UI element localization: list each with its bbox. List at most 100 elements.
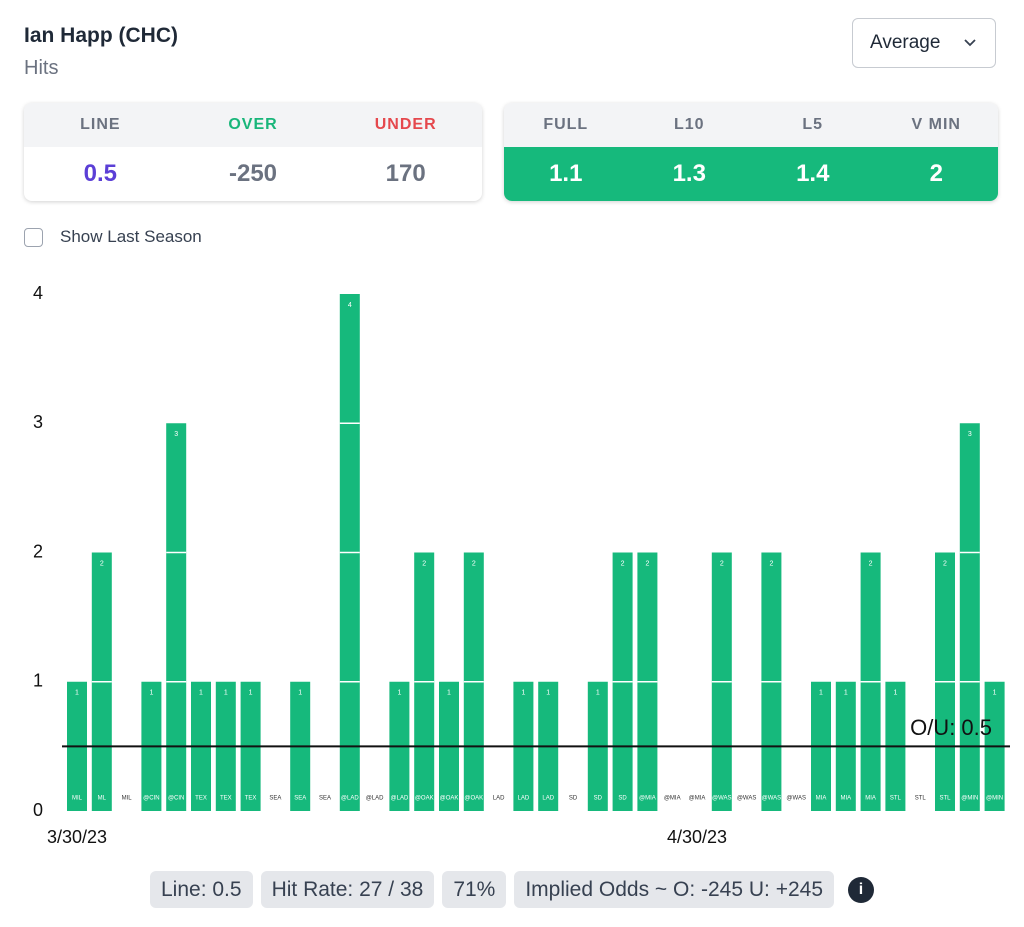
date-label: 4/30/23 bbox=[667, 827, 727, 847]
x-tick-label: STL bbox=[939, 796, 951, 802]
odds-card: LINE OVER UNDER 0.5 -250 170 bbox=[24, 103, 482, 201]
avg-value: 1.3 bbox=[672, 160, 706, 187]
x-tick-label: TEX bbox=[245, 796, 257, 802]
checkbox-label: Show Last Season bbox=[60, 227, 202, 246]
x-tick-label: @OAK bbox=[415, 796, 434, 802]
odds-values: 0.5 -250 170 bbox=[24, 147, 482, 201]
value-label: 2 bbox=[943, 560, 947, 567]
line-label: LINE bbox=[80, 116, 121, 133]
value-label: 1 bbox=[75, 690, 79, 697]
value-label: 1 bbox=[893, 690, 897, 697]
x-tick-label: SEA bbox=[294, 796, 306, 802]
odds-header: LINE OVER UNDER bbox=[24, 103, 482, 147]
over-value: -250 bbox=[228, 160, 278, 187]
avg-label: FULL bbox=[543, 116, 589, 133]
x-tick-label: @OAK bbox=[464, 796, 483, 802]
value-label: 1 bbox=[596, 690, 600, 697]
ou-label: O/U: 0.5 bbox=[910, 715, 992, 740]
x-tick-label: @MIA bbox=[664, 796, 681, 802]
y-tick-label: 2 bbox=[33, 541, 43, 561]
info-button[interactable]: i bbox=[848, 877, 875, 903]
x-tick-label: @WAS bbox=[762, 796, 782, 802]
x-tick-label: STL bbox=[890, 796, 902, 802]
x-tick-label: LAD bbox=[518, 796, 530, 802]
x-tick-label: MIL bbox=[122, 796, 133, 802]
x-tick-label: MIA bbox=[816, 796, 827, 802]
value-label: 2 bbox=[869, 560, 873, 567]
x-tick-label: @LAD bbox=[341, 796, 359, 802]
value-label: 3 bbox=[968, 431, 972, 438]
date-label: 3/30/23 bbox=[47, 827, 107, 847]
x-tick-label: @LAD bbox=[391, 796, 409, 802]
value-label: 1 bbox=[521, 690, 525, 697]
value-label: 3 bbox=[174, 431, 178, 438]
x-tick-label: SD bbox=[569, 796, 578, 802]
avg-label: L10 bbox=[673, 116, 705, 133]
value-label: 1 bbox=[993, 690, 997, 697]
avg-value: 2 bbox=[929, 160, 943, 187]
x-tick-label: @CIN bbox=[143, 796, 159, 802]
player-title: Ian Happ (CHC) bbox=[24, 24, 178, 47]
x-tick-label: @LAD bbox=[366, 796, 384, 802]
value-label: 2 bbox=[645, 560, 649, 567]
bar bbox=[166, 423, 187, 811]
under-value: 170 bbox=[385, 160, 426, 187]
line-value: 0.5 bbox=[83, 160, 118, 187]
checkbox[interactable] bbox=[24, 227, 43, 247]
value-label: 1 bbox=[844, 690, 848, 697]
x-tick-label: @MIN bbox=[961, 796, 978, 802]
x-tick-label: SD bbox=[618, 796, 627, 802]
avg-label: L5 bbox=[802, 116, 824, 133]
x-tick-label: @WAS bbox=[737, 796, 757, 802]
value-label: 1 bbox=[819, 690, 823, 697]
x-tick-label: @WAS bbox=[786, 796, 806, 802]
chart: 0 1 2 3 4 1 MIL 2 ML MIL 1 @CIN 3 @CIN 1 TEX 1 TEX 1 TEX SEA… bbox=[33, 283, 1010, 847]
averages-values: 1.1 1.3 1.4 2 bbox=[504, 147, 998, 201]
value-label: 2 bbox=[422, 560, 426, 567]
y-tick-label: 0 bbox=[33, 800, 43, 820]
value-label: 2 bbox=[621, 560, 625, 567]
y-tick-label: 4 bbox=[33, 283, 43, 303]
dropdown-label: Average bbox=[870, 32, 941, 53]
x-tick-label: SEA bbox=[269, 796, 281, 802]
value-label: 1 bbox=[224, 690, 228, 697]
mode-dropdown[interactable]: Average bbox=[852, 18, 996, 68]
last-season-toggle[interactable]: Show Last Season bbox=[24, 227, 202, 247]
x-tick-label: TEX bbox=[195, 796, 207, 802]
value-label: 2 bbox=[720, 560, 724, 567]
x-tick-label: MIA bbox=[865, 796, 876, 802]
value-label: 2 bbox=[100, 560, 104, 567]
avg-label: V MIN bbox=[911, 116, 961, 133]
summary-pill: Implied Odds ~ O: -245 U: +245 bbox=[514, 871, 835, 908]
x-tick-label: @MIA bbox=[689, 796, 706, 802]
under-label: UNDER bbox=[374, 116, 437, 133]
x-tick-label: MIL bbox=[72, 796, 83, 802]
x-tick-label: @WAS bbox=[712, 796, 732, 802]
summary-pill: 71% bbox=[442, 871, 507, 908]
averages-header: FULL L10 L5 V MIN bbox=[504, 103, 998, 147]
stat-subtitle: Hits bbox=[24, 57, 59, 79]
value-label: 2 bbox=[769, 560, 773, 567]
value-label: 1 bbox=[397, 690, 401, 697]
chevron-icon bbox=[964, 39, 976, 47]
x-tick-label: MIA bbox=[840, 796, 851, 802]
summary-pill: Line: 0.5 bbox=[149, 871, 253, 908]
x-tick-label: @OAK bbox=[440, 796, 459, 802]
bar bbox=[959, 423, 980, 811]
averages-card: FULL L10 L5 V MIN 1.1 1.3 1.4 2 bbox=[504, 103, 998, 201]
value-label: 1 bbox=[249, 690, 253, 697]
x-tick-label: SD bbox=[594, 796, 603, 802]
value-label: 1 bbox=[199, 690, 203, 697]
value-label: 4 bbox=[348, 302, 352, 309]
summary-bar: Line: 0.5 Hit Rate: 27 / 38 71% Implied … bbox=[0, 871, 1024, 908]
y-tick-label: 3 bbox=[33, 412, 43, 432]
y-tick-label: 1 bbox=[33, 671, 43, 691]
value-label: 1 bbox=[149, 690, 153, 697]
over-label: OVER bbox=[228, 116, 278, 133]
x-tick-label: SEA bbox=[319, 796, 331, 802]
x-tick-label: LAD bbox=[542, 796, 554, 802]
avg-value: 1.1 bbox=[549, 160, 583, 187]
x-tick-label: @MIN bbox=[986, 796, 1003, 802]
